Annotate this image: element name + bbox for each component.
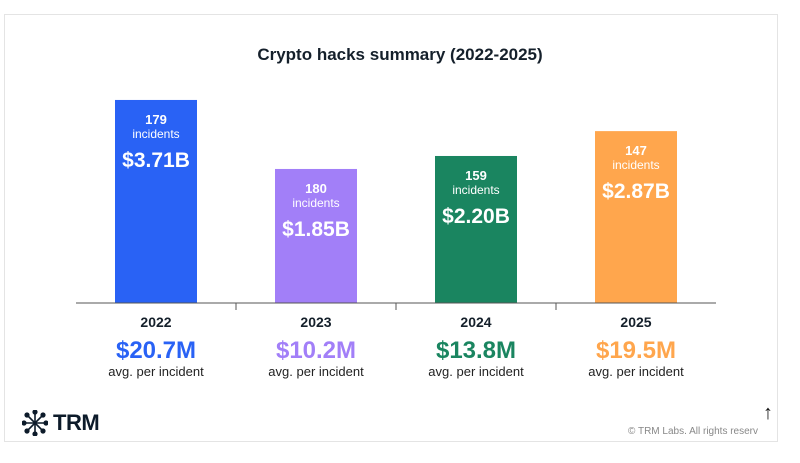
avg-per-incident-value: $20.7M (115, 337, 197, 364)
incidents-label: incidents (132, 126, 180, 141)
incident-count: 180 (305, 180, 327, 196)
chart-title: Crypto hacks summary (2022-2025) (257, 45, 543, 64)
bar-label: 180 incidents $1.85B (275, 181, 357, 242)
amount-label: $2.87B (602, 180, 670, 204)
x-tick-label: 2023 (300, 314, 332, 330)
incident-count: 159 (465, 167, 487, 183)
amount-label: $1.85B (282, 217, 350, 241)
bar-label: 179 incidents $3.71B (115, 112, 197, 173)
amount-label: $2.20B (442, 204, 510, 228)
incident-count: 179 (145, 111, 167, 127)
avg-per-incident-value: $13.8M (435, 337, 517, 364)
avg-per-incident-value: $19.5M (595, 337, 677, 364)
incidents-label: incidents (452, 182, 500, 197)
x-tick-label: 2024 (460, 314, 492, 330)
copyright: © TRM Labs. All rights reserved (628, 426, 758, 437)
amount-label: $3.71B (122, 148, 190, 172)
avg-per-incident-label: avg. per incident (268, 364, 364, 379)
bar-2025 (595, 131, 677, 303)
logo-text: TRM (53, 410, 100, 435)
avg-per-incident-value: $10.2M (275, 337, 357, 364)
avg-per-incident-label: avg. per incident (428, 364, 524, 379)
bar-label: 147 incidents $2.87B (595, 143, 677, 204)
trm-logo-icon (22, 410, 48, 436)
bar-label: 159 incidents $2.20B (435, 168, 517, 229)
incidents-label: incidents (612, 158, 660, 173)
incidents-label: incidents (292, 195, 340, 210)
arrow-up-icon[interactable]: ↑ (763, 402, 773, 424)
trm-logo: TRM (22, 410, 100, 436)
bar-2023 (275, 168, 357, 303)
avg-per-incident-label: avg. per incident (588, 364, 684, 379)
bar-2022 (115, 99, 197, 303)
x-tick-label: 2022 (140, 314, 172, 330)
avg-per-incident-label: avg. per incident (108, 364, 204, 379)
x-tick-label: 2025 (620, 314, 652, 330)
incident-count: 147 (625, 143, 647, 159)
bar-2024 (435, 155, 517, 303)
